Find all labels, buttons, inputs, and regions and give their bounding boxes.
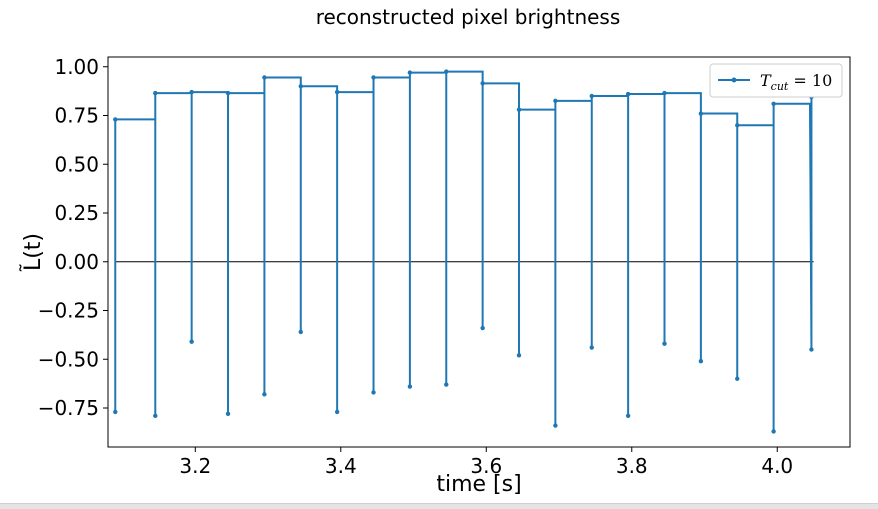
series-group	[113, 69, 814, 434]
y-tick-label: 0.00	[54, 250, 99, 274]
y-tick-label: 0.50	[54, 152, 99, 176]
data-point	[735, 376, 740, 381]
data-point	[698, 359, 704, 364]
data-point	[225, 90, 231, 96]
data-point	[407, 384, 413, 389]
data-point	[262, 75, 267, 80]
data-point	[189, 339, 194, 344]
data-point	[444, 382, 449, 387]
data-point	[589, 93, 594, 99]
legend: Tcut = 10	[709, 63, 843, 98]
data-point	[516, 353, 522, 358]
data-point	[153, 413, 158, 418]
data-point	[735, 123, 740, 128]
data-point	[225, 411, 231, 417]
plot-area	[107, 56, 851, 448]
y-tick-label: 0.75	[54, 104, 99, 128]
data-point	[113, 117, 118, 122]
data-point	[153, 90, 158, 96]
y-tick-label: −0.75	[38, 396, 99, 420]
data-point	[334, 409, 340, 415]
data-point	[444, 69, 449, 74]
x-tick-label: 3.2	[179, 454, 211, 478]
x-axis-label: time [s]	[436, 472, 521, 497]
y-tick-label: −0.50	[38, 347, 99, 371]
y-tick-label: 1.00	[54, 55, 99, 79]
data-point	[262, 392, 267, 397]
legend-box	[709, 63, 843, 98]
data-point	[625, 91, 631, 97]
chart-title: reconstructed pixel brightness	[316, 5, 621, 29]
data-point	[662, 90, 667, 96]
data-point	[298, 329, 303, 335]
series-line	[114, 70, 813, 432]
data-point	[553, 98, 558, 104]
data-point	[113, 409, 118, 415]
data-point	[698, 111, 704, 116]
x-tick-label: 4.0	[761, 454, 793, 478]
x-tick-label: 3.8	[616, 454, 648, 478]
ticks-group: 3.2 3.4 3.6 3.8 4.0 1.00 0.75 0.50 0.25 0.00 −0.25…	[38, 55, 793, 478]
data-point	[480, 81, 485, 86]
status-bar	[0, 503, 878, 509]
y-tick-label: −0.25	[38, 299, 99, 323]
data-point	[625, 413, 631, 418]
data-point	[771, 101, 776, 107]
data-point	[189, 89, 194, 95]
x-tick-label: 3.6	[470, 454, 502, 478]
data-point	[298, 84, 303, 89]
y-axis-label: L̃(t)	[20, 233, 46, 272]
data-point	[334, 89, 340, 95]
data-point	[407, 70, 413, 75]
data-point	[480, 325, 485, 331]
y-tick-label: 0.25	[54, 201, 99, 225]
x-tick-label: 3.4	[325, 454, 357, 478]
data-point	[771, 429, 776, 434]
data-point	[516, 107, 522, 112]
data-point	[553, 423, 558, 428]
data-point	[589, 345, 594, 350]
data-point	[809, 347, 814, 352]
data-point	[371, 390, 376, 395]
legend-marker	[731, 77, 737, 83]
data-point	[662, 341, 667, 346]
legend-entry: Tcut = 10	[760, 71, 832, 93]
data-point	[371, 75, 376, 80]
